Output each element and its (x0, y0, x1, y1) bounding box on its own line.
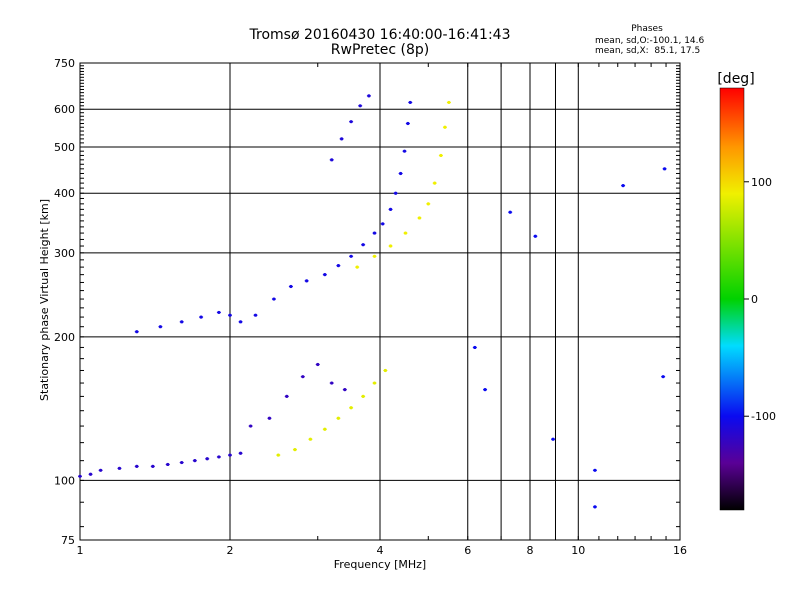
series-f2-upper-o-branch (329, 94, 371, 162)
colorbar-label: [deg] (717, 71, 754, 87)
chart-subtitle: RwPretec (8p) (331, 42, 429, 58)
y-tick-label: 100 (54, 474, 75, 487)
x-tick-label: 8 (527, 544, 534, 557)
x-tick-label: 10 (571, 544, 585, 557)
x-tick-label: 4 (377, 544, 384, 557)
colorbar-gradient (719, 87, 745, 511)
y-tick-label: 750 (54, 57, 75, 70)
stats-heading: Phases (631, 24, 663, 34)
x-tick-label: 16 (673, 544, 687, 557)
y-tick-label: 75 (61, 534, 75, 547)
stats-line-x: mean, sd,X: 85.1, 17.5 (595, 46, 700, 56)
y-tick-label: 300 (54, 247, 75, 260)
colorbar-tick-label: 0 (751, 293, 758, 306)
y-tick-label: 200 (54, 331, 75, 344)
stats-line-o: mean, sd,O:-100.1, 14.6 (595, 36, 705, 46)
y-tick-label: 400 (54, 187, 75, 200)
x-tick-label: 1 (77, 544, 84, 557)
colorbar-tick-label: -100 (751, 410, 776, 423)
colorbar: 100 0 -100 (719, 87, 776, 511)
chart-title: Tromsø 20160430 16:40:00-16:41:43 (249, 27, 511, 43)
x-tick-label: 6 (464, 544, 471, 557)
series-f-region-o-trace (134, 100, 413, 334)
y-tick-label: 500 (54, 141, 75, 154)
series-e-region-trace (78, 451, 243, 478)
x-axis-label: Frequency [MHz] (334, 558, 426, 571)
plot-area: 1 2 4 6 8 10 16 75 100 200 300 400 500 600 750 (54, 57, 687, 557)
series-f-region-x-trace (355, 100, 451, 269)
series-lower-o-cluster (248, 362, 347, 428)
colorbar-tick-label: 100 (751, 176, 772, 189)
x-tick-label: 2 (227, 544, 234, 557)
series-x-trace (276, 368, 388, 457)
y-axis-label: Stationary phase Virtual Height [km] (38, 199, 51, 401)
series-scattered-points (472, 167, 667, 509)
y-tick-label: 600 (54, 103, 75, 116)
